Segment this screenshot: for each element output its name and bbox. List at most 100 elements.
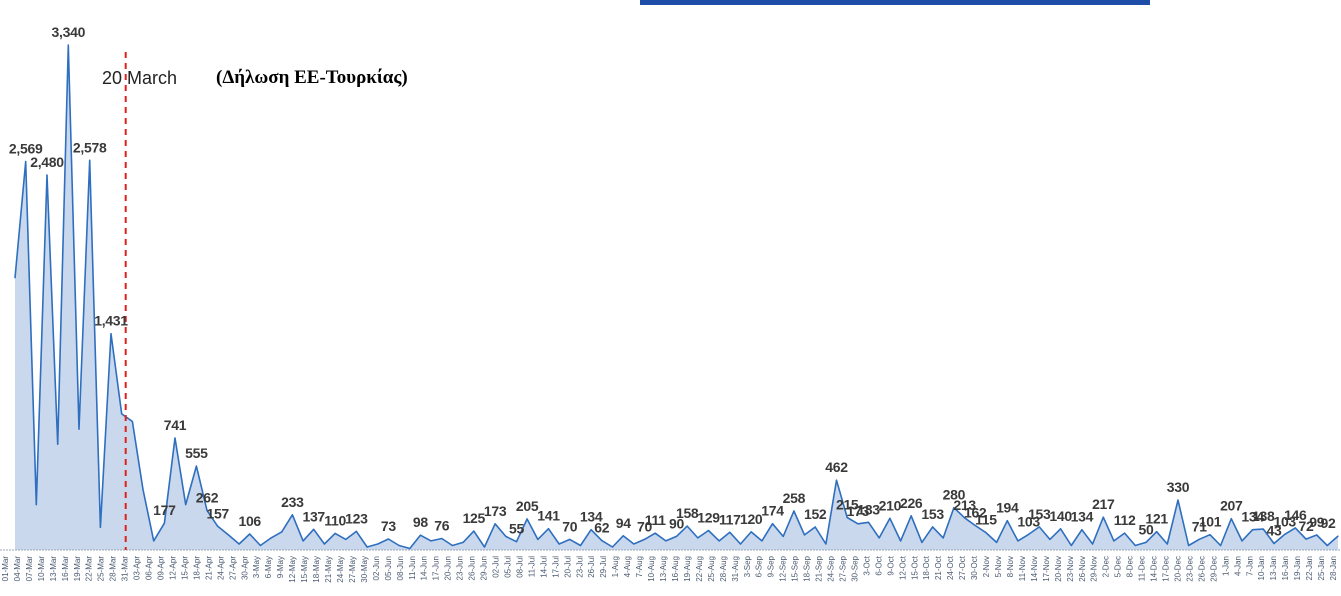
data-label: 233 — [281, 494, 304, 510]
x-tick-label: 04-Mar — [13, 556, 22, 582]
data-label: 194 — [996, 500, 1019, 516]
data-point — [345, 538, 347, 541]
x-tick-label: 3-Oct — [862, 555, 871, 575]
data-point — [569, 538, 571, 541]
data-point — [1273, 542, 1275, 545]
x-tick-label: 16-Aug — [671, 556, 680, 582]
data-point — [462, 541, 464, 544]
data-point — [686, 525, 688, 527]
data-label: 215 — [836, 497, 859, 513]
data-label: 141 — [537, 508, 560, 524]
data-point — [942, 537, 944, 539]
x-tick-label: 12-Oct — [898, 555, 907, 580]
x-tick-label: 21-Oct — [934, 555, 943, 580]
x-tick-label: 19-Mar — [73, 556, 82, 582]
x-tick-label: 20-Dec — [1174, 556, 1183, 582]
data-point — [1326, 544, 1328, 547]
data-point — [1230, 518, 1232, 520]
data-point — [910, 515, 912, 517]
x-tick-label: 19-Aug — [683, 556, 692, 582]
x-tick-label: 13-Jan — [1269, 556, 1278, 580]
data-point — [739, 543, 742, 545]
x-tick-label: 18-Oct — [922, 555, 931, 580]
data-point — [46, 174, 48, 176]
data-point — [867, 521, 870, 523]
data-label: 120 — [740, 511, 763, 527]
x-tick-label: 1-Jan — [1221, 556, 1230, 576]
data-point — [953, 507, 955, 509]
x-tick-label: 01-Mar — [1, 556, 10, 582]
data-point — [558, 543, 560, 545]
data-point — [323, 543, 325, 545]
data-point — [419, 534, 421, 536]
data-label: 43 — [1267, 523, 1282, 539]
data-label: 103 — [1273, 513, 1296, 529]
x-tick-label: 28-Jan — [1329, 556, 1338, 580]
data-label: 117 — [719, 511, 741, 527]
x-tick-label: 20-Nov — [1054, 556, 1063, 582]
x-tick-label: 21-May — [324, 556, 333, 583]
data-point — [1070, 544, 1072, 547]
x-tick-label: 03-Apr — [133, 556, 142, 580]
x-tick-label: 31-Aug — [731, 556, 740, 582]
data-label: 134 — [1071, 509, 1094, 525]
data-point — [142, 488, 144, 491]
data-point — [505, 535, 507, 538]
x-tick-label: 20-Jun — [444, 556, 453, 580]
x-tick-label: 02-Jun — [372, 556, 381, 580]
data-point — [99, 526, 101, 528]
data-point — [878, 537, 880, 539]
x-tick-label: 27-Sep — [839, 555, 848, 581]
x-tick-label: 18-Apr — [192, 556, 201, 580]
x-tick-label: 2-Dec — [1102, 556, 1111, 577]
data-label: 153 — [921, 506, 944, 522]
x-tick-label: 29-Jun — [480, 556, 489, 580]
x-tick-label: 25-Mar — [97, 556, 106, 582]
data-point — [1028, 533, 1030, 536]
data-label: 152 — [804, 506, 827, 522]
x-tick-label: 9-May — [276, 556, 285, 578]
data-point — [25, 161, 27, 163]
x-tick-label: 4-Aug — [623, 556, 632, 577]
x-tick-label: 23-Jun — [456, 556, 465, 580]
data-point — [473, 530, 475, 532]
data-point — [1262, 528, 1264, 530]
x-tick-label: 5-Nov — [994, 556, 1003, 577]
x-tick-label: 17-Jun — [432, 556, 441, 580]
data-label: 138 — [1252, 508, 1275, 524]
data-label: 210 — [879, 497, 902, 513]
data-point — [14, 277, 16, 279]
data-point — [110, 333, 112, 335]
data-label: 153 — [1028, 506, 1051, 522]
data-point — [547, 528, 550, 530]
x-tick-label: 24-May — [336, 556, 345, 583]
data-point — [921, 541, 923, 544]
data-point — [579, 544, 582, 547]
data-label: 555 — [185, 445, 208, 461]
x-tick-label: 25-Jan — [1317, 556, 1326, 580]
data-point — [249, 533, 251, 535]
data-point — [996, 541, 998, 544]
x-tick-label: 25-Aug — [707, 556, 716, 582]
x-tick-label: 3-May — [252, 556, 261, 578]
x-tick-label: 08-Jul — [516, 556, 525, 578]
x-tick-label: 13-Mar — [49, 556, 58, 582]
data-point — [750, 531, 752, 533]
x-tick-label: 24-Apr — [216, 556, 225, 580]
data-point — [1145, 541, 1147, 544]
x-tick-label: 08-Jun — [396, 556, 405, 580]
data-label: 173 — [847, 503, 870, 519]
x-tick-label: 30-May — [360, 556, 369, 583]
data-point — [665, 540, 667, 542]
data-label: 50 — [1139, 521, 1154, 537]
data-label: 174 — [761, 503, 784, 519]
data-point — [1134, 544, 1136, 547]
x-tick-label: 22-Aug — [695, 556, 704, 582]
x-tick-label: 17-Nov — [1042, 556, 1051, 582]
data-point — [174, 437, 176, 439]
data-label: 280 — [943, 487, 966, 503]
data-point — [281, 531, 283, 533]
data-point — [1241, 540, 1243, 542]
x-tick-label: 11-Jul — [527, 556, 536, 577]
